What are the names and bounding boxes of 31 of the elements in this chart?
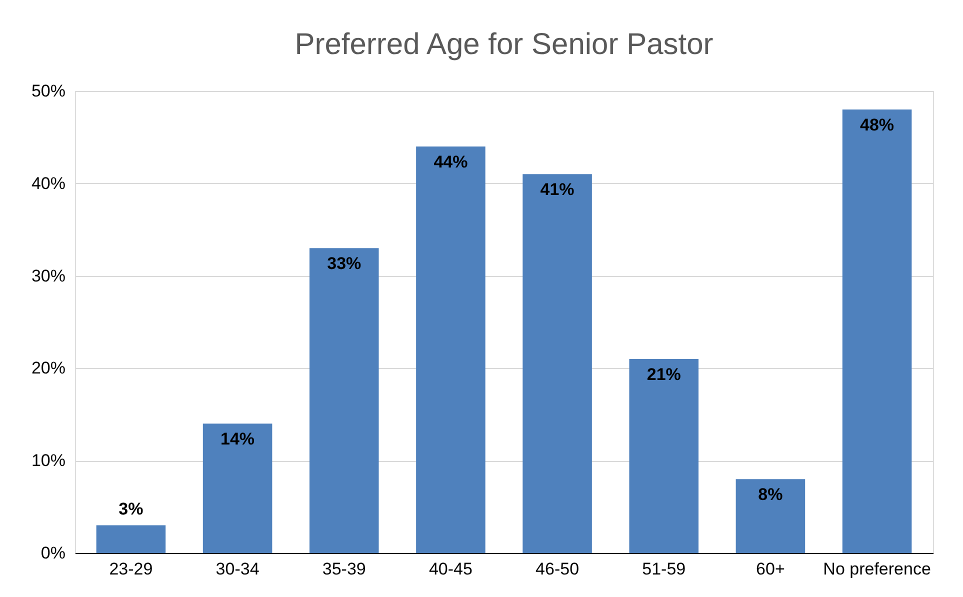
bar xyxy=(629,358,699,553)
x-tick-label: 51-59 xyxy=(642,560,686,578)
bar xyxy=(842,109,912,553)
x-tick-label: 40-45 xyxy=(428,560,472,578)
chart-title: Preferred Age for Senior Pastor xyxy=(294,28,714,61)
x-tick-label: 60+ xyxy=(756,560,785,578)
y-tick-label: 40% xyxy=(31,174,66,193)
data-label: 8% xyxy=(758,485,783,504)
x-tick-label: No preference xyxy=(823,560,931,578)
x-tick-label: 30-34 xyxy=(216,560,260,578)
data-label: 3% xyxy=(118,499,144,518)
data-label: 14% xyxy=(220,430,255,449)
y-tick-label: 10% xyxy=(31,451,66,470)
bar xyxy=(309,248,379,553)
data-label: 48% xyxy=(860,115,894,134)
bar xyxy=(736,479,806,553)
x-tick-label: 23-29 xyxy=(109,560,153,578)
bar xyxy=(416,146,486,553)
x-tick-label: 35-39 xyxy=(322,560,366,578)
bar xyxy=(522,174,592,553)
bar xyxy=(96,525,166,553)
bar xyxy=(202,424,272,553)
data-label: 21% xyxy=(646,364,681,384)
data-label: 41% xyxy=(540,180,574,200)
y-tick-label: 30% xyxy=(31,266,66,286)
y-tick-label: 50% xyxy=(31,82,66,100)
data-label: 33% xyxy=(327,254,362,274)
y-tick-label: 0% xyxy=(40,544,66,562)
data-label: 44% xyxy=(434,152,468,172)
y-tick-label: 20% xyxy=(31,358,66,378)
x-tick-label: 46-50 xyxy=(536,560,580,578)
